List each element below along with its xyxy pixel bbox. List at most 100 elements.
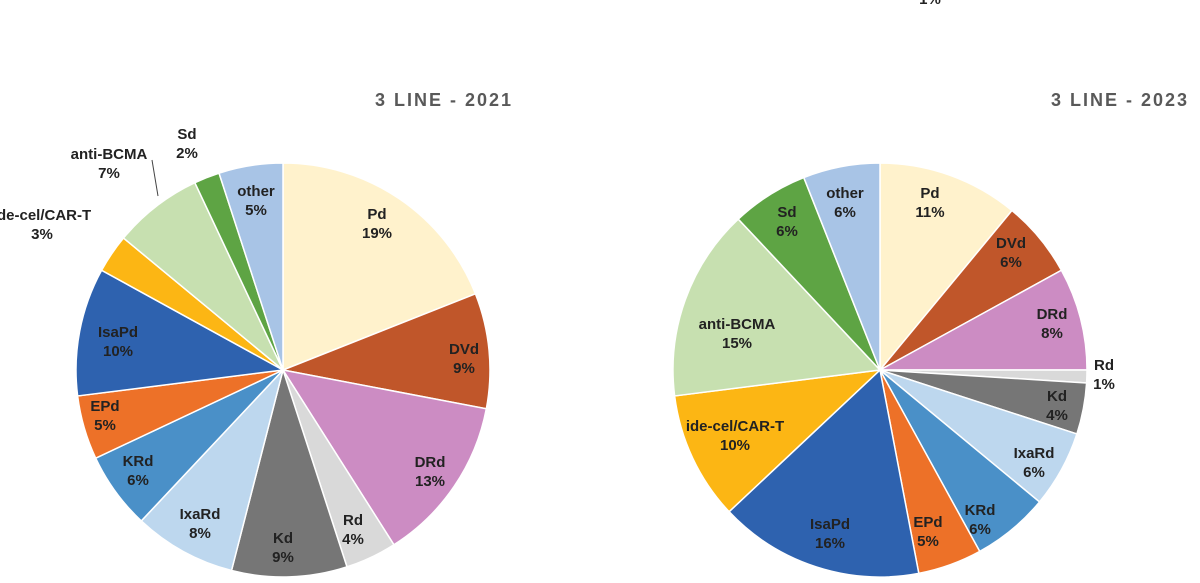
- slice-label-anti-bcma: anti-BCMA 15%: [699, 316, 776, 352]
- slice-isapd: [728, 368, 920, 578]
- slice-name-sd: Sd: [177, 126, 196, 143]
- slice-name-ide-cel-car-t: ide-cel/CAR-T: [686, 418, 784, 435]
- slice-value-dvd: 6%: [1000, 254, 1022, 271]
- slice-name-rd: Rd: [343, 512, 363, 529]
- slice-label-rd: Rd 4%: [342, 512, 364, 548]
- slice-label-drd: DRd 13%: [415, 454, 446, 490]
- slice-label-dvd: DVd 6%: [996, 235, 1026, 271]
- slice-value-kd: 9%: [272, 549, 294, 566]
- slice-name-other: other: [826, 185, 864, 202]
- slice-name-epd: EPd: [913, 514, 942, 531]
- pie-slices: [75, 162, 491, 578]
- slice-value-rd: 4%: [342, 531, 364, 548]
- slice-value-anti-bcma: 15%: [722, 335, 752, 352]
- chart-title-2021: 3 LINE - 2021: [375, 90, 513, 110]
- slice-name-kd: Kd: [273, 530, 293, 547]
- slice-label-ixard: IxaRd 8%: [180, 506, 221, 542]
- slice-label-sd: Sd 2%: [176, 126, 198, 162]
- slice-value-ide-cel-car-t: 3%: [31, 226, 53, 243]
- slice-label-ixard: IxaRd 6%: [1014, 445, 1055, 481]
- slice-name-anti-bcma: anti-BCMA: [71, 146, 148, 163]
- slice-name-pd: Pd: [367, 206, 386, 223]
- slice-name-drd: DRd: [415, 454, 446, 471]
- slice-value-isapd: 10%: [103, 343, 133, 360]
- slice-label-other: other 6%: [826, 185, 864, 221]
- slice-name-epd: EPd: [90, 398, 119, 415]
- leader-line-anti-bcma: [151, 159, 159, 197]
- slice-value-ixard: 6%: [1023, 464, 1045, 481]
- slice-name-isapd: IsaPd: [98, 324, 138, 341]
- slice-name-sd: Sd: [777, 204, 796, 221]
- slice-name-krd: KRd: [965, 502, 996, 519]
- slice-ide-cel-car-t: [673, 368, 883, 513]
- slice-label-kd: Kd 9%: [272, 530, 294, 566]
- slice-name-dvd: DVd: [449, 341, 479, 358]
- slice-name-other: other: [237, 183, 275, 200]
- slice-name-ixard: IxaRd: [1014, 445, 1055, 462]
- slice-value-ide-cel-car-t: 10%: [720, 437, 750, 454]
- pie-labels: Pd 19% DVd 9% DRd 13% Rd 4% Kd 9% IxaRd 8% KRd 6% EPd 5…: [0, 126, 479, 566]
- slice-value-rd: 1%: [1093, 376, 1115, 393]
- slice-name-ide-cel-car-t: ide-cel/CAR-T: [0, 207, 91, 224]
- slice-other: [218, 162, 284, 371]
- stray-top-label: 1%: [919, 0, 941, 8]
- slice-label-epd: EPd 5%: [913, 514, 942, 550]
- slice-name-isapd: IsaPd: [810, 516, 850, 533]
- slice-drd: [879, 269, 1088, 371]
- slice-name-anti-bcma: anti-BCMA: [699, 316, 776, 333]
- slice-value-isapd: 16%: [815, 535, 845, 552]
- chart-title-2023: 3 LINE - 2023: [1051, 90, 1189, 110]
- slice-name-ixard: IxaRd: [180, 506, 221, 523]
- slice-label-drd: DRd 8%: [1037, 306, 1068, 342]
- slice-label-krd: KRd 6%: [123, 453, 154, 489]
- slice-value-krd: 6%: [127, 472, 149, 489]
- slice-label-pd: Pd 11%: [915, 185, 944, 221]
- slice-other: [802, 162, 881, 371]
- slice-value-kd: 4%: [1046, 407, 1068, 424]
- slice-ixard: [140, 369, 284, 572]
- slice-anti-bcma: [672, 218, 882, 397]
- slice-label-anti-bcma: anti-BCMA 7%: [71, 146, 148, 182]
- slice-value-sd: 6%: [776, 223, 798, 240]
- slice-label-ide-cel-car-t: ide-cel/CAR-T 10%: [686, 418, 784, 454]
- slice-value-other: 6%: [834, 204, 856, 221]
- slice-value-dvd: 9%: [453, 360, 475, 377]
- slice-pd: [282, 162, 477, 372]
- slice-value-pd: 11%: [915, 204, 944, 221]
- slice-value-ixard: 8%: [189, 525, 211, 542]
- slice-drd: [281, 368, 488, 546]
- slice-name-dvd: DVd: [996, 235, 1026, 252]
- slice-name-rd: Rd: [1094, 357, 1114, 374]
- slice-label-krd: KRd 6%: [965, 502, 996, 538]
- slice-label-other: other 5%: [237, 183, 275, 219]
- slice-label-isapd: IsaPd 10%: [98, 324, 138, 360]
- slice-label-isapd: IsaPd 16%: [810, 516, 850, 552]
- slice-value-sd: 2%: [176, 145, 198, 162]
- slice-value-krd: 6%: [969, 521, 991, 538]
- slice-value-epd: 5%: [917, 533, 939, 550]
- slice-name-pd: Pd: [920, 185, 939, 202]
- slice-name-krd: KRd: [123, 453, 154, 470]
- slice-label-kd: Kd 4%: [1046, 388, 1068, 424]
- slice-name-kd: Kd: [1047, 388, 1067, 405]
- slice-value-drd: 8%: [1041, 325, 1063, 342]
- slice-label-rd: Rd 1%: [1093, 357, 1115, 393]
- slice-isapd: [75, 269, 286, 397]
- pie-slices: [672, 162, 1088, 578]
- slice-label-pd: Pd 19%: [362, 206, 392, 242]
- slice-label-epd: EPd 5%: [90, 398, 119, 434]
- slice-label-ide-cel-car-t: ide-cel/CAR-T 3%: [0, 207, 91, 243]
- slice-kd: [230, 367, 348, 578]
- slice-dvd: [280, 292, 491, 410]
- pie-2021: Pd 19% DVd 9% DRd 13% Rd 4% Kd 9% IxaRd 8% KRd 6% EPd 5…: [0, 126, 491, 578]
- slice-value-pd: 19%: [362, 225, 392, 242]
- slice-label-sd: Sd 6%: [776, 204, 798, 240]
- slice-value-anti-bcma: 7%: [98, 165, 120, 182]
- slice-value-other: 5%: [245, 202, 267, 219]
- slice-value-epd: 5%: [94, 417, 116, 434]
- slice-value-drd: 13%: [415, 473, 445, 490]
- pie-2023: Pd 11% DVd 6% DRd 8% Rd 1% Kd 4% IxaRd 6% KRd 6% EPd 5%…: [672, 162, 1115, 578]
- slice-label-dvd: DVd 9%: [449, 341, 479, 377]
